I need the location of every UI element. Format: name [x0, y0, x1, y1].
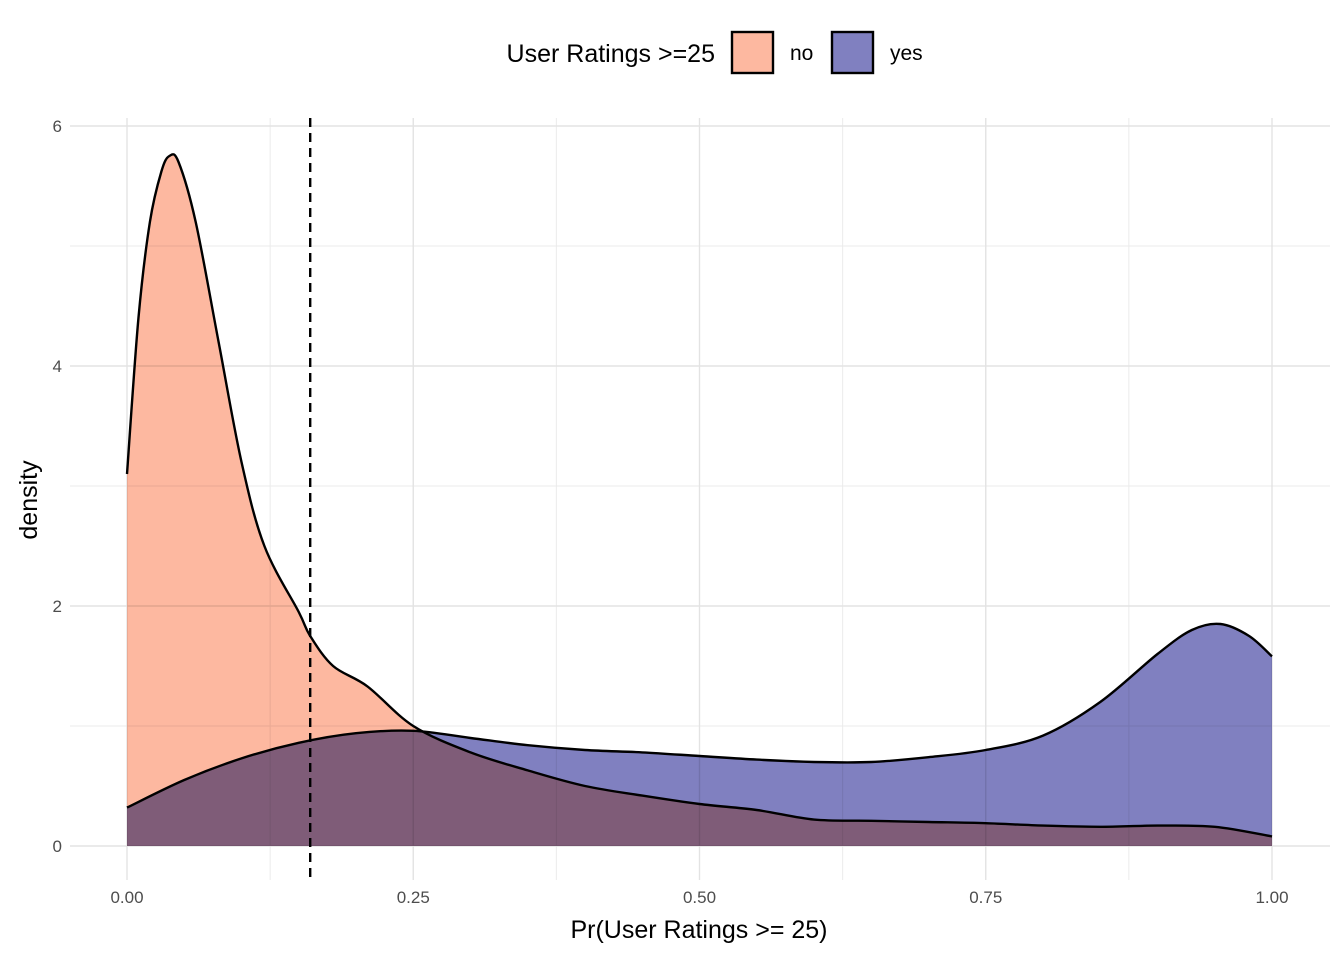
x-axis-ticks: 0.00 0.25 0.50 0.75 1.00	[110, 888, 1288, 907]
legend-items: no yes	[730, 30, 923, 75]
x-axis-title: Pr(User Ratings >= 25)	[570, 916, 827, 944]
y-tick-label: 6	[53, 117, 62, 136]
x-tick-label: 0.25	[397, 888, 430, 907]
x-tick-label: 1.00	[1255, 888, 1288, 907]
y-tick-label: 0	[53, 837, 62, 856]
x-tick-label: 0.75	[969, 888, 1002, 907]
y-axis-ticks: 0 2 4 6	[53, 117, 62, 856]
density-line-yes	[126, 622, 1273, 809]
density-area-yes	[127, 623, 1272, 846]
legend-title: User Ratings >=25	[507, 40, 715, 68]
density-line-no	[125, 153, 1273, 838]
legend-swatch-yes	[830, 30, 875, 75]
y-axis-title: density	[15, 460, 43, 540]
legend-label-yes: yes	[890, 42, 923, 65]
y-tick-label: 4	[53, 357, 62, 376]
x-tick-label: 0.00	[110, 888, 143, 907]
x-tick-label: 0.50	[683, 888, 716, 907]
density-areas	[125, 153, 1273, 846]
legend: User Ratings >=25 no yes	[507, 30, 923, 75]
legend-label-no: no	[790, 42, 813, 65]
legend-swatch-no	[730, 30, 775, 75]
y-tick-label: 2	[53, 597, 62, 616]
